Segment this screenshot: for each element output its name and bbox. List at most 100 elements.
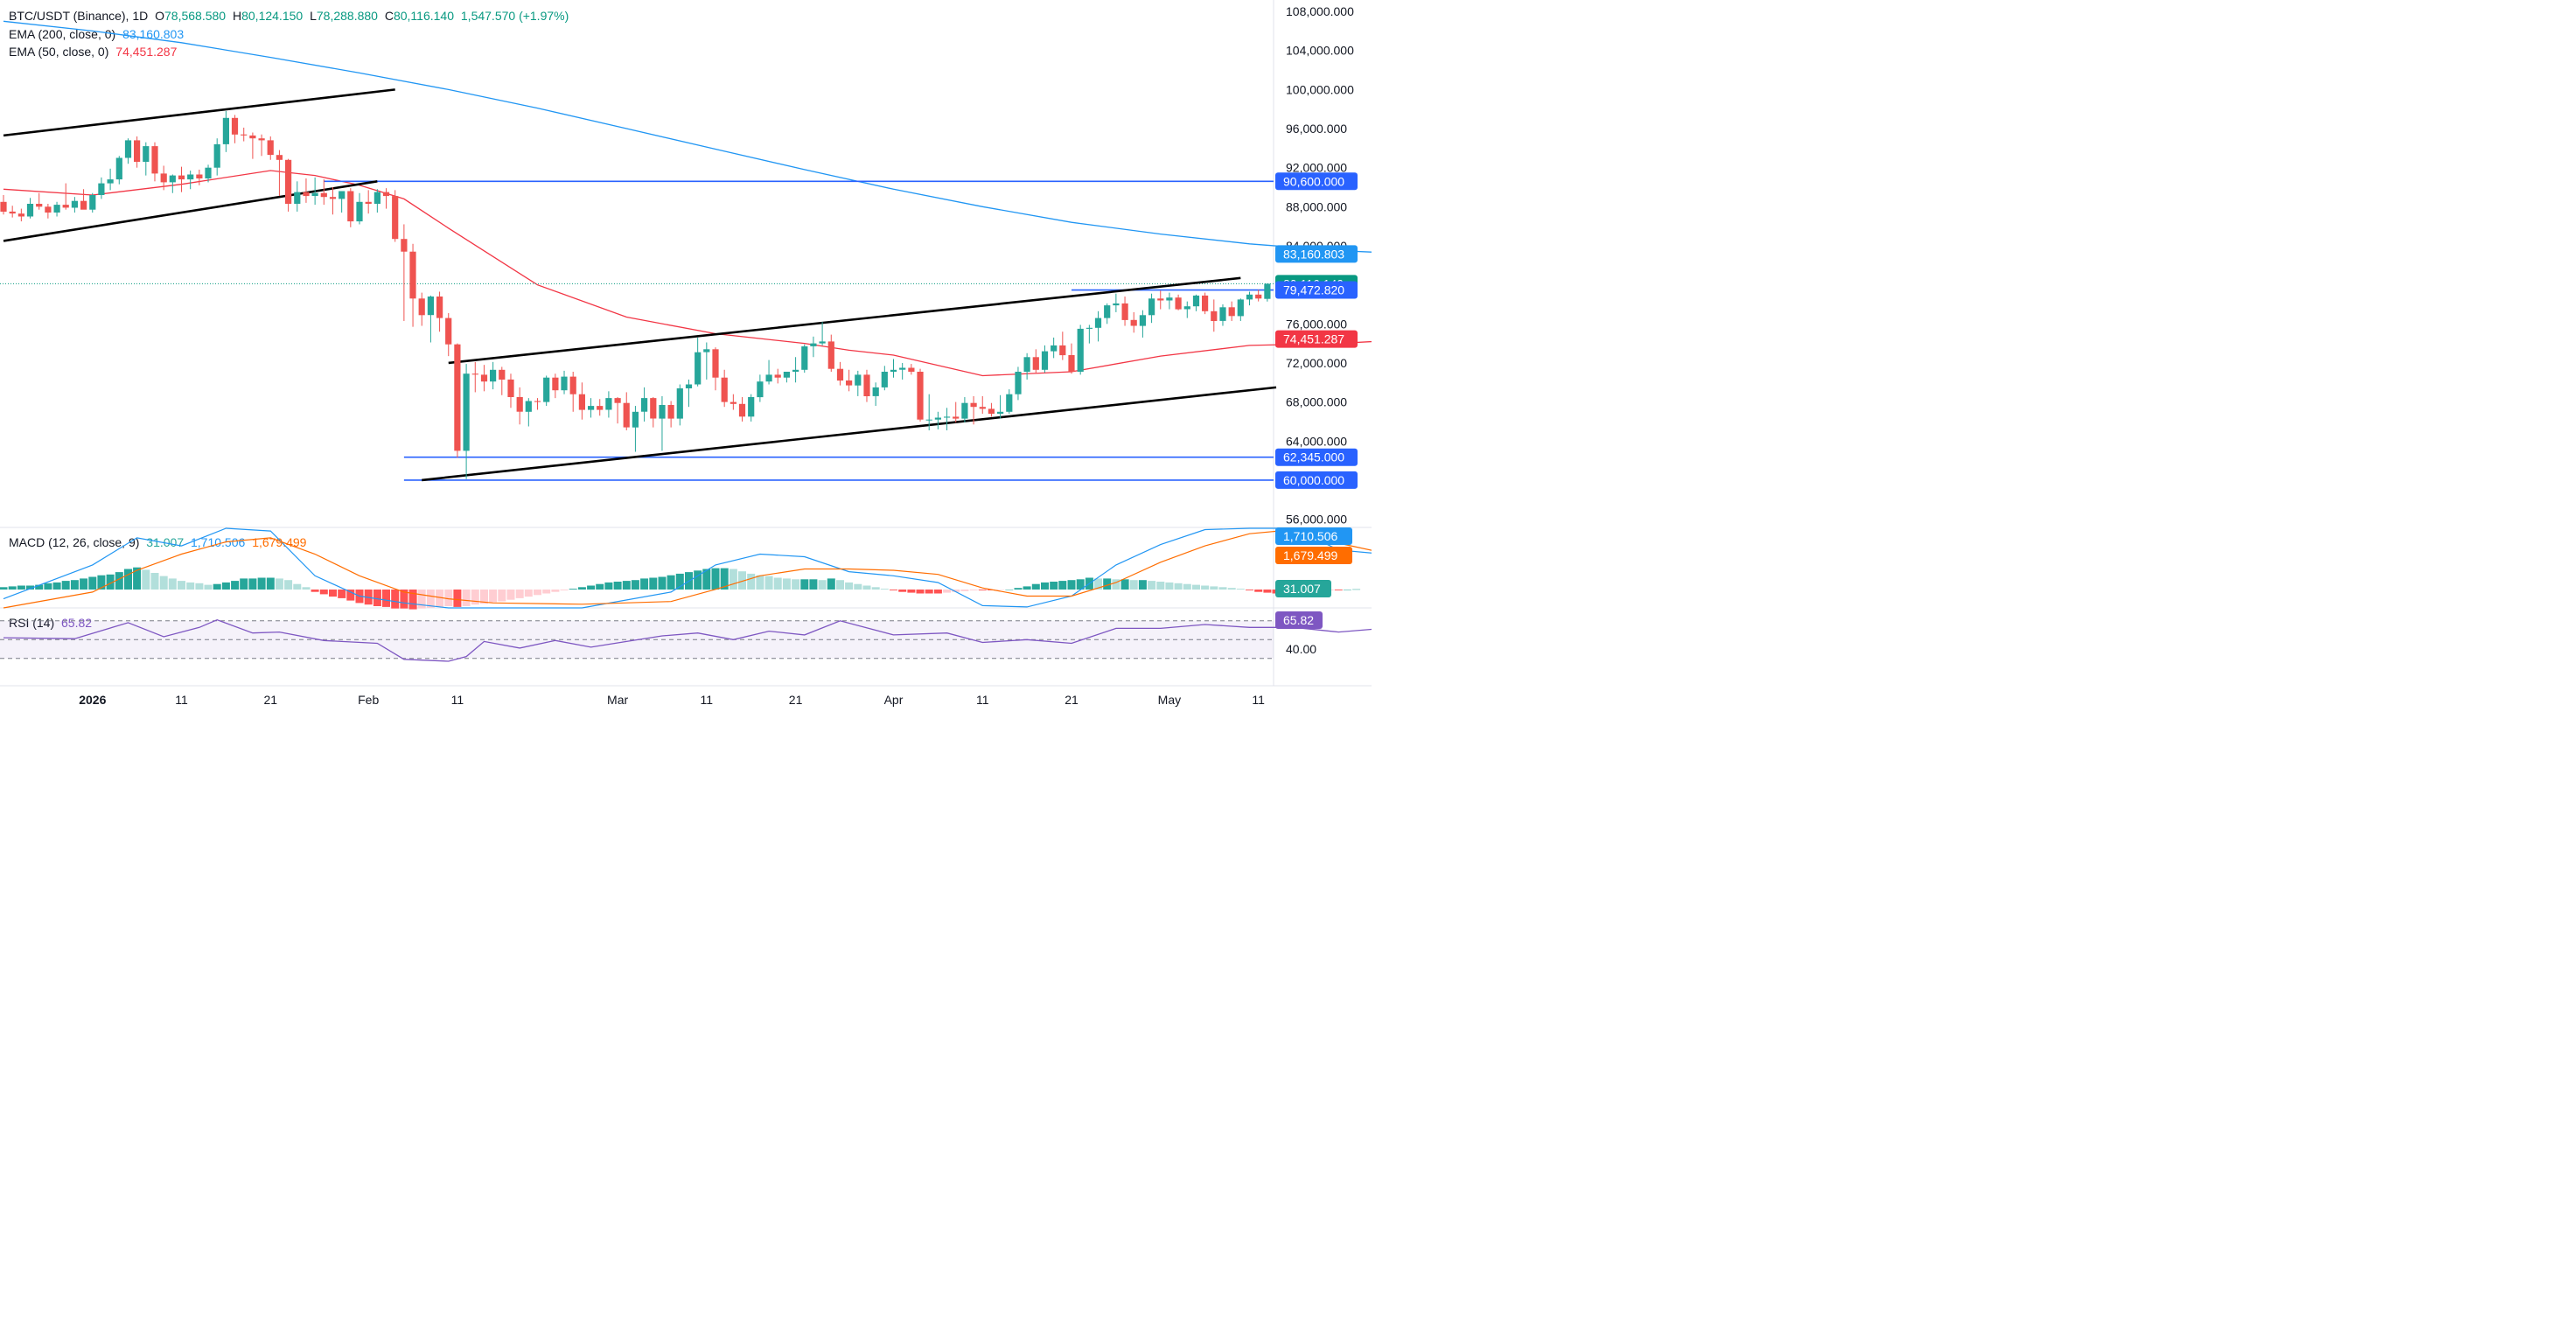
macd-histogram-bar — [1165, 582, 1174, 590]
price-tick-label: 88,000.000 — [1286, 199, 1347, 213]
candle-body — [961, 402, 968, 419]
candle-body — [650, 398, 657, 419]
candle-body — [944, 416, 951, 418]
macd-histogram-bar — [1058, 581, 1067, 590]
candle-body — [855, 374, 862, 386]
candle-body — [676, 388, 683, 419]
candle-body — [329, 197, 337, 199]
candle-body — [480, 374, 488, 382]
macd-histogram-bar — [1050, 582, 1058, 590]
price-tick-label: 56,000.000 — [1286, 513, 1347, 527]
candle-body — [801, 346, 808, 370]
candle-body — [1104, 305, 1111, 318]
time-tick-label: 2026 — [79, 693, 106, 707]
candle-body — [1113, 303, 1120, 306]
macd-histogram-bar — [319, 590, 328, 595]
candle-body — [605, 398, 612, 410]
macd-histogram-bar — [1174, 583, 1183, 590]
candle-body — [721, 377, 728, 402]
candle-body — [26, 204, 34, 217]
macd-histogram-bar — [952, 590, 960, 592]
macd-histogram-bar — [854, 583, 862, 590]
macd-histogram-bar — [1263, 590, 1272, 593]
macd-histogram-bar — [818, 580, 827, 590]
price-tick-label: 72,000.000 — [1286, 356, 1347, 370]
price-tag-label: 79,472.820 — [1283, 283, 1344, 297]
candle-body — [623, 402, 630, 428]
macd-histogram-bar — [150, 573, 159, 590]
candle-body — [525, 401, 532, 412]
candle-body — [231, 117, 239, 135]
macd-histogram-bar — [124, 569, 132, 590]
macd-histogram-bar — [792, 579, 800, 590]
candle-body — [1237, 299, 1244, 317]
rsi-tag-label: 65.82 — [1283, 613, 1314, 627]
trendline — [448, 276, 1241, 365]
candle-body — [320, 192, 327, 198]
macd-histogram-bar — [1103, 578, 1112, 590]
macd-histogram-bar — [675, 573, 684, 590]
rsi-legend[interactable]: RSI (14) 65.82 — [9, 616, 92, 630]
macd-histogram-bar — [1236, 589, 1245, 590]
candle-body — [578, 394, 585, 410]
macd-histogram-bar — [1076, 579, 1085, 590]
candle-body — [373, 192, 380, 204]
macd-histogram-bar — [1254, 590, 1263, 592]
candle-body — [347, 191, 354, 222]
time-tick-label: 11 — [175, 693, 188, 707]
candle-body — [499, 369, 506, 380]
candle-body — [98, 183, 105, 195]
price-tick-label: 100,000.000 — [1286, 82, 1354, 96]
macd-histogram-bar — [836, 580, 844, 590]
macd-histogram-bar — [569, 589, 577, 590]
candle-body — [222, 117, 229, 144]
macd-histogram-bar — [542, 590, 551, 594]
candle-body — [730, 401, 736, 404]
candle-body — [534, 401, 541, 402]
macd-histogram-bar — [845, 582, 854, 590]
macd-histogram-bar — [426, 590, 435, 608]
macd-histogram-bar — [720, 568, 729, 590]
ema50-value: 74,451.287 — [115, 45, 178, 59]
candle-body — [899, 367, 906, 370]
candle-body — [1139, 315, 1146, 326]
macd-histogram-bar — [1210, 586, 1218, 590]
candle-body — [365, 201, 372, 204]
macd-tag-label: 1,710.506 — [1283, 529, 1337, 543]
time-tick-label: 11 — [1252, 693, 1265, 707]
candle-body — [1077, 328, 1084, 372]
macd-tag-label: 1,679.499 — [1283, 548, 1337, 562]
macd-histogram-bar — [631, 580, 639, 590]
macd-histogram-bar — [764, 576, 773, 590]
candle-body — [276, 155, 283, 160]
candle-body — [89, 195, 96, 210]
time-tick-label: Apr — [884, 693, 904, 707]
candle-body — [1175, 297, 1182, 310]
macd-histogram-bar — [338, 590, 346, 598]
macd-histogram-bar — [480, 590, 488, 604]
macd-histogram-bar — [61, 581, 70, 590]
candle-body — [267, 140, 274, 156]
candle-body — [738, 403, 746, 417]
macd-tag-label: 31.007 — [1283, 582, 1321, 596]
macd-histogram-bar — [1148, 581, 1156, 590]
symbol-label[interactable]: BTC/USDT (Binance), 1D — [9, 9, 149, 23]
macd-histogram-bar — [1201, 585, 1210, 590]
candle-body — [169, 175, 176, 183]
ohlc-legend: BTC/USDT (Binance), 1D O78,568.580 H80,1… — [9, 9, 569, 23]
macd-tag — [1275, 580, 1331, 597]
candle-body — [561, 376, 568, 391]
price-chart[interactable]: 108,000.000 104,000.000 100,000.000 96,000.… — [0, 0, 1372, 714]
rsi-label: RSI (14) — [9, 616, 55, 630]
macd-histogram-bar — [133, 567, 142, 590]
macd-histogram-bar — [275, 578, 283, 590]
macd-histogram-bar — [871, 587, 880, 590]
macd-tag — [1275, 547, 1352, 564]
macd-histogram-bar — [408, 590, 417, 610]
ema200-value: 83,160.803 — [122, 27, 185, 41]
ema50-legend[interactable]: EMA (50, close, 0) 74,451.287 — [9, 45, 177, 59]
macd-histogram-bar — [1218, 587, 1227, 590]
macd-histogram-bar — [168, 578, 177, 590]
macd-histogram-bar — [1227, 588, 1236, 590]
close-label: C — [384, 9, 394, 23]
